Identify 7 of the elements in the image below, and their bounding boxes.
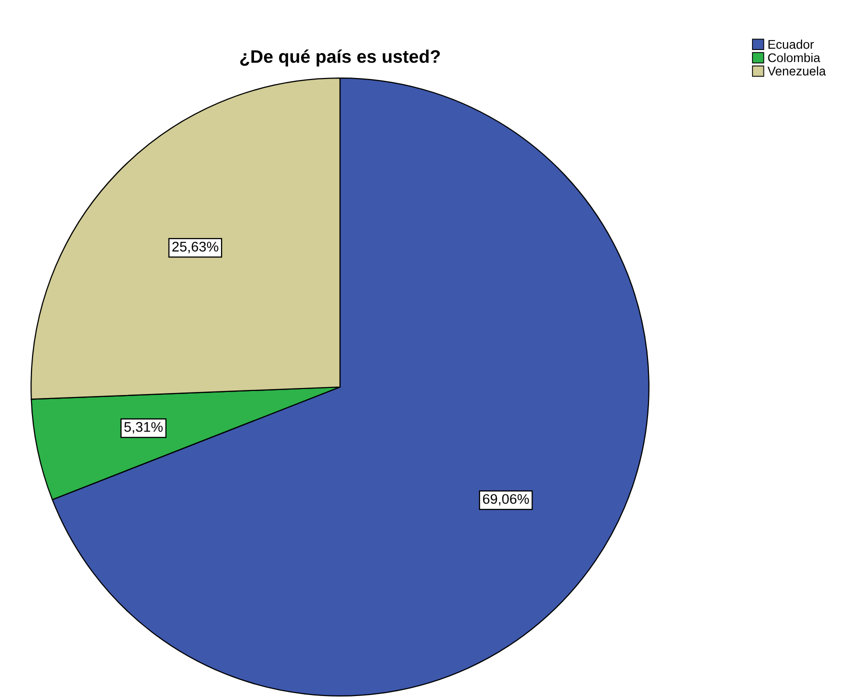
legend-label: Venezuela xyxy=(768,66,826,76)
legend-label: Ecuador xyxy=(768,40,814,49)
data-label: 5,31% xyxy=(124,422,163,434)
legend-label: Colombia xyxy=(768,52,820,62)
data-label: 69,06% xyxy=(483,494,529,506)
text: ¿De qué país es usted? xyxy=(240,50,440,66)
data-label: 25,63% xyxy=(172,242,218,254)
